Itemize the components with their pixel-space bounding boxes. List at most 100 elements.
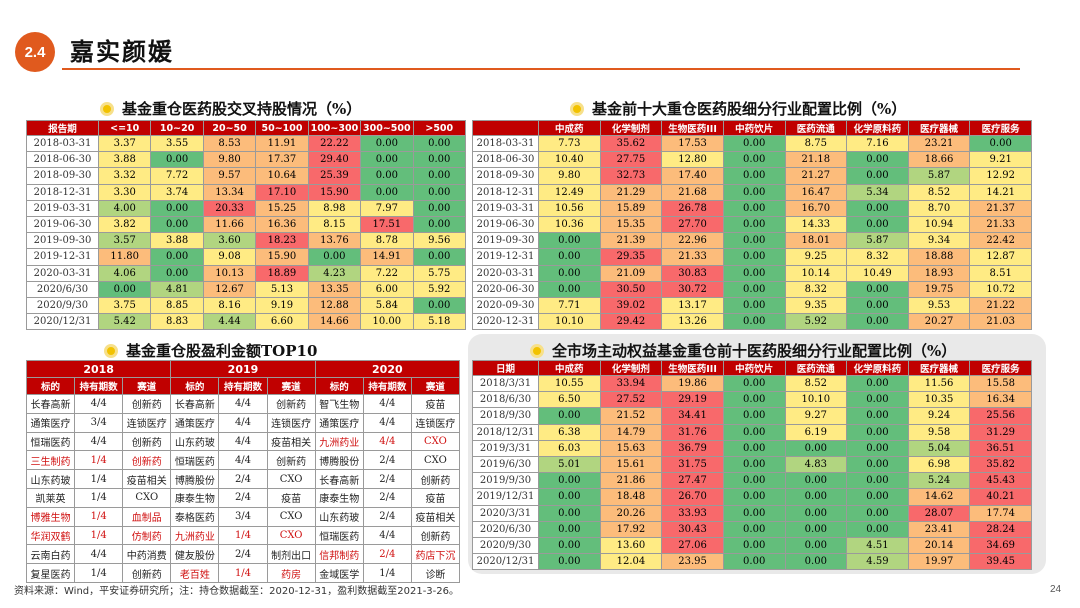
column-header: 持有期数 bbox=[218, 377, 268, 395]
value-cell: 8.83 bbox=[150, 313, 204, 331]
value-cell: 9.27 bbox=[784, 407, 848, 425]
value-cell: 22.96 bbox=[661, 232, 724, 250]
value-cell: 14.62 bbox=[907, 488, 971, 506]
value-cell: 15.90 bbox=[307, 183, 362, 201]
column-header: 300~500 bbox=[360, 120, 414, 136]
row-date: 2020/9/30 bbox=[26, 296, 99, 315]
value-cell: 0.00 bbox=[846, 199, 909, 217]
value-cell: 9.80 bbox=[538, 167, 601, 185]
value-cell: 0.00 bbox=[722, 167, 786, 185]
bullet-dot-icon bbox=[530, 344, 544, 358]
value-cell: 12.92 bbox=[969, 167, 1032, 185]
section-title-cross: 基金重仓医药股交叉持股情况（%） bbox=[100, 98, 361, 119]
value-cell: 0.00 bbox=[722, 374, 786, 393]
value-cell: 14.66 bbox=[307, 313, 362, 331]
value-cell: 35.82 bbox=[969, 455, 1032, 474]
profit-cell: 连锁医疗 bbox=[410, 412, 461, 433]
value-cell: 0.00 bbox=[846, 374, 909, 393]
value-cell: 5.42 bbox=[97, 313, 152, 331]
value-cell: 10.14 bbox=[784, 264, 848, 282]
value-cell: 29.35 bbox=[599, 248, 663, 266]
value-cell: 12.87 bbox=[969, 248, 1032, 266]
table-row: 2018/12/31 6.38 14.79 31.76 0.00 6.19 0.00 9.58… bbox=[472, 423, 1032, 441]
value-cell: 21.03 bbox=[969, 313, 1032, 331]
value-cell: 18.88 bbox=[907, 248, 971, 266]
profit-cell: 中药消费 bbox=[122, 544, 172, 565]
value-cell: 0.00 bbox=[722, 232, 786, 250]
row-date: 2018-12-31 bbox=[26, 183, 99, 201]
column-header: 医疗服务 bbox=[969, 120, 1032, 136]
table-row: 2018-12-31 3.30 3.74 13.34 17.10 15.90 0.00 0.0… bbox=[26, 183, 467, 201]
value-cell: 0.00 bbox=[150, 248, 204, 266]
value-cell: 0.00 bbox=[412, 296, 467, 315]
column-header: 100~300 bbox=[307, 120, 362, 136]
profit-cell: 疫苗相关 bbox=[410, 506, 461, 527]
profit-cell: 长春高新 bbox=[314, 469, 364, 489]
table-row: 2020-06-30 0.00 30.50 30.72 0.00 8.32 0.00 19.7… bbox=[472, 280, 1032, 298]
profit-cell: 恒瑞医药 bbox=[170, 450, 220, 471]
value-cell: 0.00 bbox=[538, 264, 601, 282]
value-cell: 0.00 bbox=[538, 407, 601, 425]
profit-cell: 连锁医疗 bbox=[122, 412, 172, 433]
table-row: 2019-03-31 10.56 15.89 26.78 0.00 16.70 0.00 8.… bbox=[472, 199, 1032, 217]
value-cell: 0.00 bbox=[722, 488, 786, 506]
value-cell: 29.42 bbox=[599, 313, 663, 331]
profit-cell: 创新药 bbox=[122, 450, 172, 471]
value-cell: 0.00 bbox=[412, 215, 467, 234]
value-cell: 14.21 bbox=[969, 183, 1032, 201]
value-cell: 13.76 bbox=[307, 232, 362, 250]
value-cell: 8.52 bbox=[907, 183, 971, 201]
value-cell: 11.66 bbox=[202, 215, 257, 234]
value-cell: 33.94 bbox=[599, 374, 663, 393]
value-cell: 16.47 bbox=[784, 183, 848, 201]
value-cell: 35.62 bbox=[599, 134, 663, 153]
value-cell: 0.00 bbox=[722, 536, 786, 555]
market-allocation-table: 日期 中成药 化学制剂 生物医药III 中药饮片 医药流通 化学原料药 医疗器械 医疗服务 201… bbox=[472, 360, 1032, 571]
value-cell: 0.00 bbox=[150, 151, 204, 169]
value-cell: 0.00 bbox=[846, 391, 909, 409]
value-cell: 8.52 bbox=[784, 374, 848, 393]
row-date: 2018-09-30 bbox=[472, 167, 539, 185]
value-cell: 0.00 bbox=[784, 472, 848, 490]
profit-cell: 仿制药 bbox=[122, 525, 172, 546]
profit-cell: 3/4 bbox=[74, 412, 124, 433]
value-cell: 4.81 bbox=[150, 280, 204, 298]
value-cell: 15.90 bbox=[255, 248, 309, 266]
value-cell: 0.00 bbox=[722, 455, 786, 474]
row-date: 2020/12/31 bbox=[26, 313, 99, 331]
table-row: 2019-12-31 0.00 29.35 21.33 0.00 9.25 8.32 18.8… bbox=[472, 248, 1032, 266]
value-cell: 10.13 bbox=[202, 264, 257, 282]
row-date: 2018/12/31 bbox=[472, 423, 539, 441]
profit-cell: CXO bbox=[266, 469, 316, 489]
value-cell: 3.57 bbox=[97, 232, 152, 250]
value-cell: 0.00 bbox=[846, 215, 909, 234]
row-date: 2020/12/31 bbox=[472, 553, 539, 571]
table-row: 2019-09-30 3.57 3.88 3.60 18.23 13.76 8.78 9.56 bbox=[26, 232, 467, 250]
value-cell: 8.32 bbox=[784, 280, 848, 298]
value-cell: 14.33 bbox=[784, 215, 848, 234]
value-cell: 21.33 bbox=[661, 248, 724, 266]
profit-cell: 九洲药业 bbox=[314, 431, 364, 452]
value-cell: 0.00 bbox=[722, 504, 786, 522]
row-date: 2018/9/30 bbox=[472, 407, 539, 425]
value-cell: 0.00 bbox=[538, 248, 601, 266]
value-cell: 3.37 bbox=[97, 134, 152, 153]
value-cell: 3.55 bbox=[150, 134, 204, 153]
subheader-row: 标的 持有期数 赛道 标的 持有期数 赛道 标的 持有期数 赛道 bbox=[25, 377, 461, 395]
value-cell: 0.00 bbox=[538, 536, 601, 555]
value-cell: 9.35 bbox=[784, 296, 848, 315]
profit-cell: 创新药 bbox=[410, 525, 461, 546]
value-cell: 9.21 bbox=[969, 151, 1032, 169]
value-cell: 15.63 bbox=[599, 439, 663, 457]
page-title: 嘉实颜媛 bbox=[70, 37, 174, 66]
column-header: 10~20 bbox=[150, 120, 204, 136]
header-row: 报告期 <=10 10~20 20~50 50~100 100~300 300~500 >50… bbox=[26, 120, 467, 136]
value-cell: 15.35 bbox=[599, 215, 663, 234]
row-date: 2019/9/30 bbox=[472, 472, 539, 490]
value-cell: 3.88 bbox=[150, 232, 204, 250]
profit-cell: 1/4 bbox=[74, 563, 124, 583]
table-row: 2020-12-31 10.10 29.42 13.26 0.00 5.92 0.00 20.… bbox=[472, 313, 1032, 331]
value-cell: 6.60 bbox=[255, 313, 309, 331]
table-row: 2019-12-31 11.80 0.00 9.08 15.90 0.00 14.91 0.0… bbox=[26, 248, 467, 266]
row-date: 2018/6/30 bbox=[472, 391, 539, 409]
